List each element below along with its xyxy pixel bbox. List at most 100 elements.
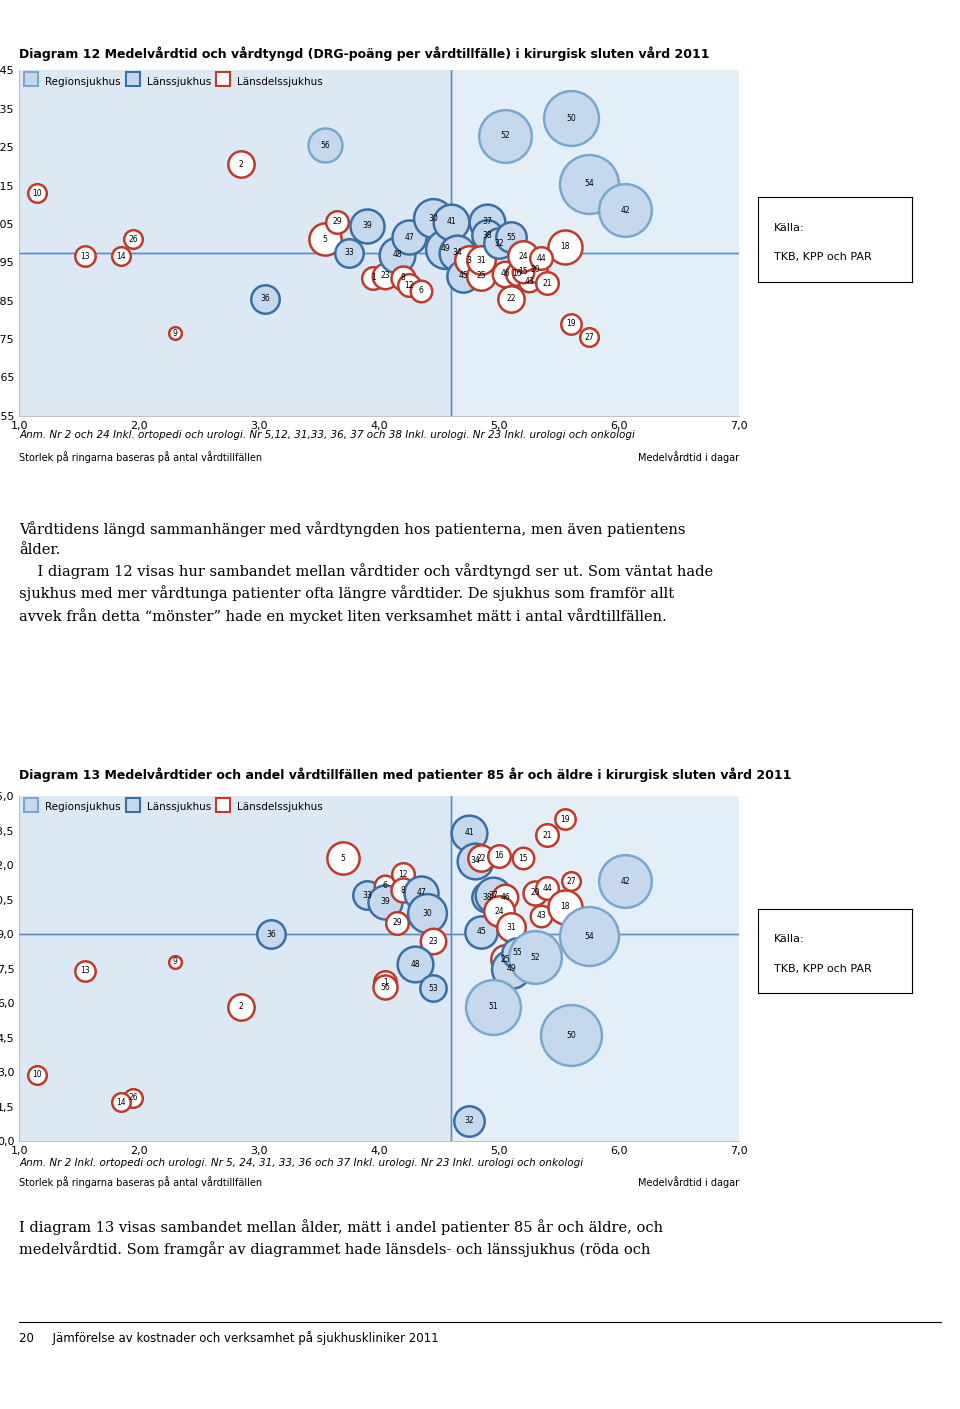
- Text: 22: 22: [476, 854, 486, 862]
- Bar: [19, 796, 451, 1141]
- Point: [564, 313, 579, 335]
- Text: 42: 42: [620, 876, 630, 886]
- Text: 36: 36: [260, 294, 270, 303]
- Text: 23: 23: [380, 271, 390, 280]
- Text: 15: 15: [518, 268, 528, 276]
- Text: 45: 45: [458, 271, 468, 280]
- Point: [497, 886, 513, 909]
- Point: [540, 824, 555, 847]
- Point: [497, 948, 513, 971]
- Text: Vårdtidens längd sammanhänger med vårdtyngden hos patienterna, men även patiente: Vårdtidens längd sammanhänger med vårdty…: [19, 521, 713, 624]
- Text: Källa:: Källa:: [774, 223, 804, 232]
- Point: [414, 280, 429, 303]
- Text: 53: 53: [428, 983, 438, 993]
- Point: [503, 958, 518, 981]
- Point: [510, 262, 525, 285]
- Text: 10: 10: [33, 1069, 42, 1079]
- Point: [503, 916, 518, 938]
- Point: [503, 287, 518, 310]
- Point: [582, 325, 597, 348]
- Text: 45: 45: [476, 927, 486, 937]
- Text: 19: 19: [561, 814, 570, 824]
- Point: [617, 199, 633, 221]
- Text: 29: 29: [393, 919, 402, 927]
- Text: 13: 13: [81, 252, 90, 261]
- Point: [462, 1109, 477, 1131]
- Point: [516, 261, 531, 283]
- Point: [479, 211, 495, 234]
- Text: 31: 31: [506, 923, 516, 931]
- Text: Diagram 13 Medelvårdtider och andel vårdtillfällen med patienter 85 år och äldre: Diagram 13 Medelvårdtider och andel vård…: [19, 768, 792, 782]
- Point: [534, 905, 549, 927]
- Text: Medelvårdtid i dagar: Medelvårdtid i dagar: [638, 1177, 739, 1188]
- Text: 48: 48: [410, 960, 420, 968]
- Text: 6: 6: [383, 882, 388, 890]
- Point: [540, 876, 555, 899]
- Text: 21: 21: [542, 831, 552, 840]
- Text: 36: 36: [266, 930, 276, 938]
- Point: [414, 882, 429, 905]
- Bar: [451, 796, 739, 1141]
- Point: [516, 245, 531, 268]
- Text: 26: 26: [129, 1093, 138, 1102]
- Text: 27: 27: [585, 333, 594, 341]
- Text: 32: 32: [494, 238, 504, 248]
- Text: 22: 22: [507, 294, 516, 303]
- Text: 20     Jämförelse av kostnader och verksamhet på sjukhuskliniker 2011: 20 Jämförelse av kostnader och verksamhe…: [19, 1332, 439, 1346]
- Text: 19: 19: [566, 318, 576, 328]
- Point: [564, 869, 579, 892]
- Text: 39: 39: [362, 221, 372, 230]
- Point: [377, 971, 393, 993]
- Point: [582, 172, 597, 194]
- Point: [564, 1024, 579, 1047]
- Text: 37: 37: [482, 217, 492, 227]
- Text: 38: 38: [482, 231, 492, 240]
- Text: Källa:: Källa:: [774, 934, 804, 944]
- Text: 16: 16: [494, 851, 504, 861]
- Point: [167, 951, 182, 974]
- Text: 52: 52: [530, 952, 540, 962]
- Point: [438, 238, 453, 261]
- Text: 32: 32: [465, 1116, 474, 1124]
- Point: [540, 272, 555, 294]
- Text: 24: 24: [518, 252, 528, 261]
- Point: [479, 224, 495, 247]
- Point: [473, 847, 489, 869]
- Text: TKB, KPP och PAR: TKB, KPP och PAR: [774, 964, 872, 974]
- Point: [558, 895, 573, 917]
- Text: 48: 48: [393, 249, 402, 259]
- Text: 50: 50: [566, 1031, 576, 1040]
- Text: Diagram 12 Medelvårdtid och vårdtyngd (DRG-poäng per vårdtillfälle) i kirurgisk : Diagram 12 Medelvårdtid och vårdtyngd (D…: [19, 46, 709, 61]
- Point: [503, 225, 518, 248]
- Text: 6: 6: [419, 286, 423, 296]
- Point: [78, 245, 93, 268]
- Point: [233, 995, 249, 1017]
- Point: [473, 265, 489, 287]
- Point: [396, 864, 411, 886]
- Point: [396, 879, 411, 902]
- Text: 31: 31: [476, 256, 486, 265]
- Text: 55: 55: [506, 232, 516, 242]
- Text: 12: 12: [398, 869, 408, 879]
- Point: [534, 247, 549, 269]
- Point: [479, 886, 495, 909]
- Text: 42: 42: [620, 206, 630, 216]
- Point: [336, 847, 351, 869]
- Text: Medelvårdtid i dagar: Medelvårdtid i dagar: [638, 451, 739, 462]
- Text: 2: 2: [239, 161, 244, 169]
- Text: 9: 9: [173, 328, 178, 338]
- Point: [407, 952, 422, 975]
- Bar: [19, 70, 451, 416]
- Text: 16: 16: [513, 269, 522, 278]
- Point: [528, 882, 543, 905]
- Text: 25: 25: [500, 955, 510, 964]
- Point: [462, 249, 477, 272]
- Text: 54: 54: [585, 931, 594, 941]
- Point: [486, 883, 501, 906]
- Point: [342, 241, 357, 263]
- Point: [468, 850, 483, 872]
- Text: Storlek på ringarna baseras på antal vårdtillfällen: Storlek på ringarna baseras på antal vår…: [19, 1177, 262, 1188]
- Text: 30: 30: [428, 214, 438, 223]
- Point: [455, 265, 470, 287]
- Point: [558, 807, 573, 830]
